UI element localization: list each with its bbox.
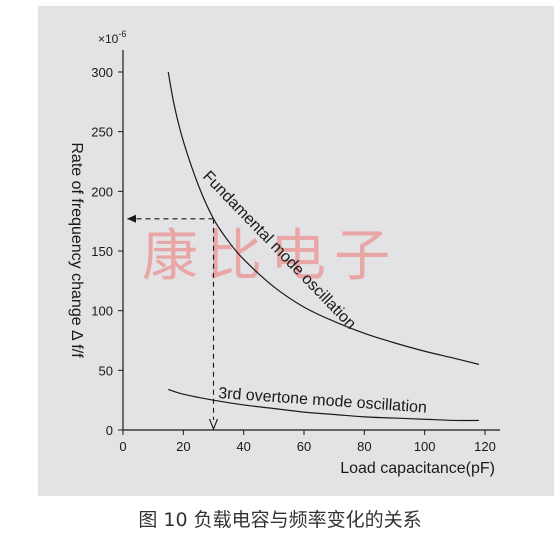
x-tick-label: 20: [176, 439, 190, 454]
x-tick-label: 100: [414, 439, 436, 454]
y-axis-label: Rate of frequency change Δ f/f: [68, 142, 85, 358]
overtone-mode-curve: [168, 388, 479, 422]
x-ticks: 0 20 40 60 80 100 120: [119, 430, 496, 454]
y-multiplier-label: ×10-6: [98, 29, 126, 46]
axes: [122, 50, 500, 431]
x-tick-label: 60: [297, 439, 311, 454]
series-label-3rd-overtone: 3rd overtone mode oscillation: [218, 385, 428, 417]
chart-panel: [38, 6, 554, 496]
watermark: 康比电子: [142, 224, 398, 289]
vertical-arrow-head: [208, 418, 219, 431]
y-tick-label: 250: [91, 125, 113, 140]
annotation: [127, 214, 219, 431]
y-ticks: 0 50 100 150 200 250 300: [91, 65, 123, 438]
y-tick-label: 150: [91, 244, 113, 259]
fundamental-mode-curve: [167, 71, 480, 365]
x-tick-label: 80: [357, 439, 371, 454]
x-tick-label: 40: [236, 439, 250, 454]
y-tick-label: 100: [91, 304, 113, 319]
y-tick-label: 300: [91, 65, 113, 80]
x-axis-label: Load capacitance(pF): [340, 460, 495, 477]
y-tick-label: 0: [106, 423, 113, 438]
y-tick-label: 50: [99, 363, 113, 378]
x-tick-label: 0: [119, 439, 126, 454]
frequency-change-chart: 康比电子 0 20 40 60 80 100 120 050100150200250300 …: [68, 29, 500, 477]
x-tick-label: 120: [474, 439, 496, 454]
series: [167, 71, 480, 422]
y-tick-label: 200: [91, 184, 113, 199]
figure-caption: 图 10 负载电容与频率变化的关系: [138, 509, 422, 531]
